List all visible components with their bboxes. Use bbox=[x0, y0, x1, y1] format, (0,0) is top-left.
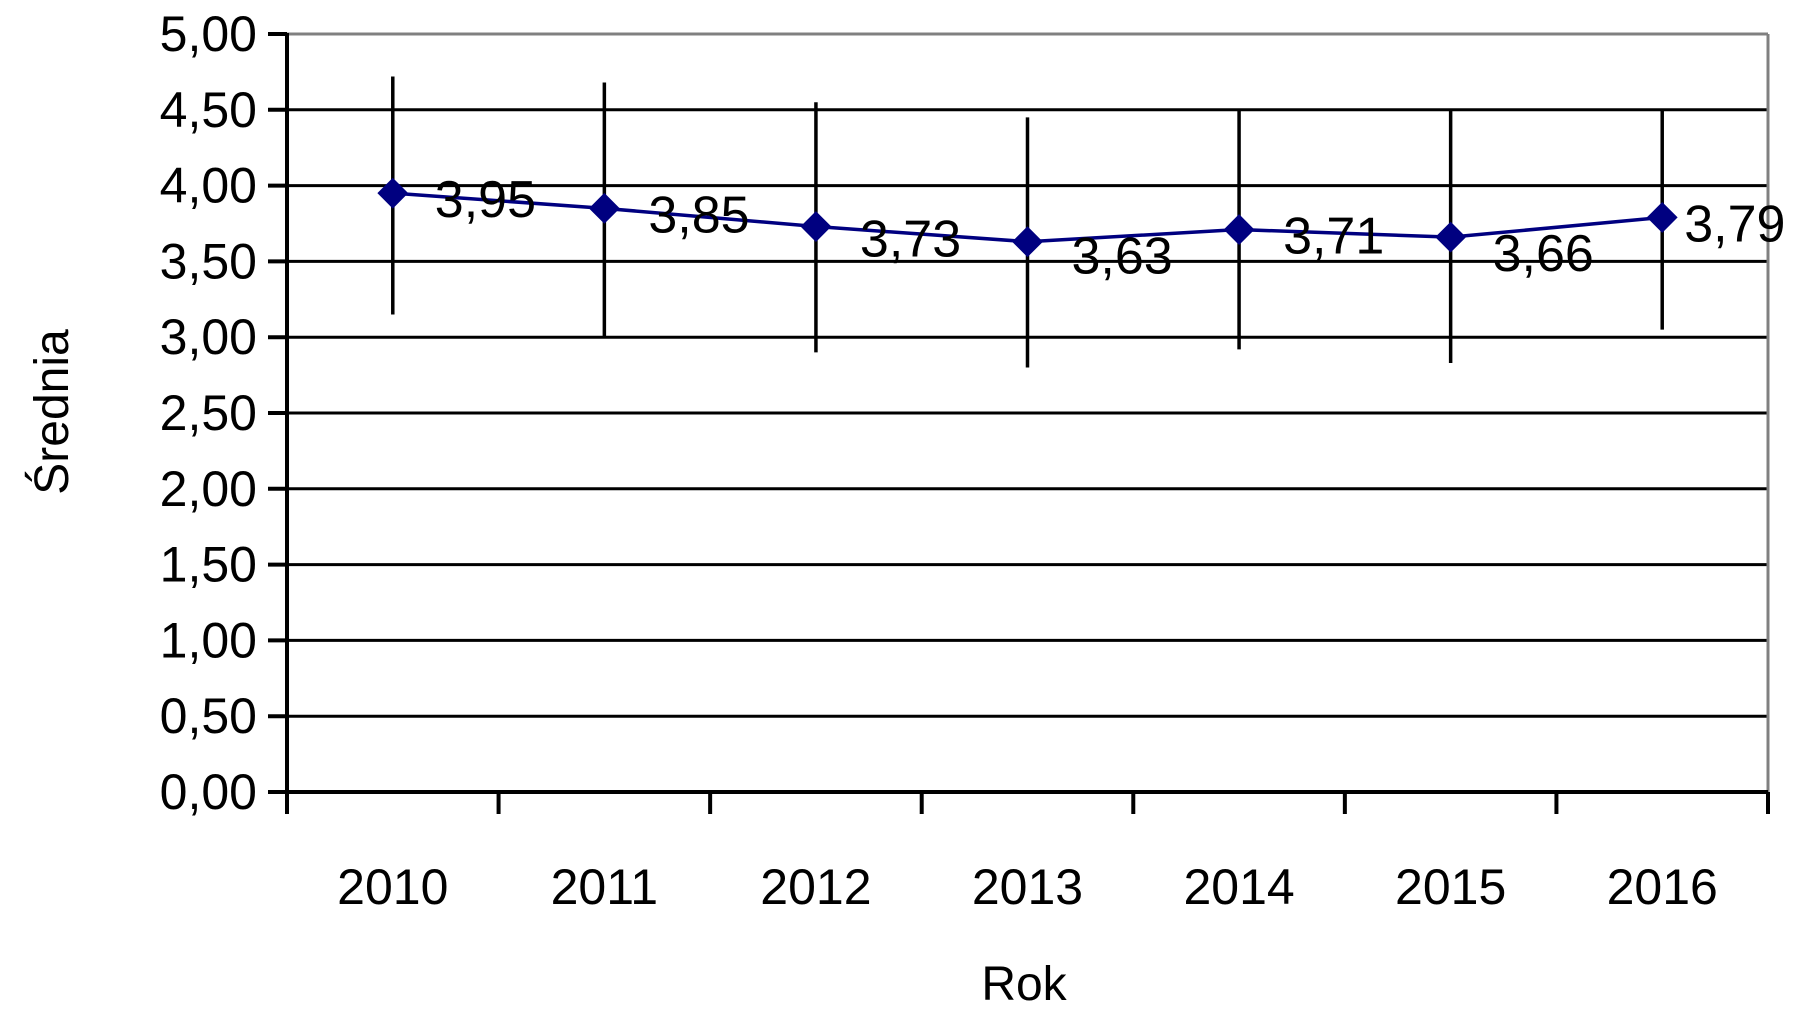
data-label-2015: 3,66 bbox=[1493, 225, 1594, 283]
data-label-2014: 3,71 bbox=[1283, 208, 1384, 266]
data-label-2011: 3,85 bbox=[648, 186, 749, 244]
data-point-2010 bbox=[377, 177, 409, 209]
data-point-2016 bbox=[1646, 202, 1678, 233]
x-tick-label-2016: 2016 bbox=[1607, 859, 1718, 915]
y-tick-label-9: 4,50 bbox=[160, 82, 257, 138]
data-point-2011 bbox=[588, 192, 620, 224]
y-axis-title: Średnia bbox=[24, 329, 79, 495]
y-tick-label-7: 3,50 bbox=[160, 233, 257, 289]
y-tick-label-6: 3,00 bbox=[160, 309, 257, 365]
x-axis-title: Rok bbox=[981, 958, 1067, 1011]
y-tick-label-4: 2,00 bbox=[160, 461, 257, 517]
axes: 0,00 0,50 1,00 1,50 2,00 2,50 3,00 3,50 4,00 4,50… bbox=[160, 6, 1770, 915]
y-tick-label-0: 0,00 bbox=[160, 764, 257, 820]
data-label-2016: 3,79 bbox=[1684, 195, 1785, 253]
data-labels: 3,95 3,85 3,73 3,63 3,71 3,66 3,79 bbox=[435, 171, 1786, 286]
y-tick-label-2: 1,00 bbox=[160, 612, 257, 668]
x-tick-label-2011: 2011 bbox=[551, 859, 659, 915]
data-point-2013 bbox=[1012, 226, 1043, 258]
y-tick-label-8: 4,00 bbox=[160, 158, 257, 214]
data-label-2013: 3,63 bbox=[1072, 228, 1173, 286]
y-tick-label-1: 0,50 bbox=[160, 688, 257, 744]
data-label-2010: 3,95 bbox=[435, 171, 536, 229]
data-point-2014 bbox=[1223, 214, 1255, 245]
x-tick-label-2013: 2013 bbox=[972, 859, 1083, 915]
x-tick-label-2010: 2010 bbox=[337, 859, 448, 915]
plot-frame bbox=[287, 32, 1770, 792]
data-point-2012 bbox=[800, 211, 832, 242]
x-tick-label-2015: 2015 bbox=[1395, 859, 1506, 915]
y-tick-label-5: 2,50 bbox=[160, 385, 257, 441]
data-point-2015 bbox=[1435, 221, 1467, 253]
data-label-2012: 3,73 bbox=[860, 211, 961, 269]
y-tick-label-10: 5,00 bbox=[160, 6, 257, 62]
x-tick-label-2014: 2014 bbox=[1183, 859, 1294, 915]
data-markers bbox=[377, 177, 1678, 258]
y-tick-label-3: 1,50 bbox=[160, 537, 257, 593]
x-tick-label-2012: 2012 bbox=[760, 859, 871, 915]
